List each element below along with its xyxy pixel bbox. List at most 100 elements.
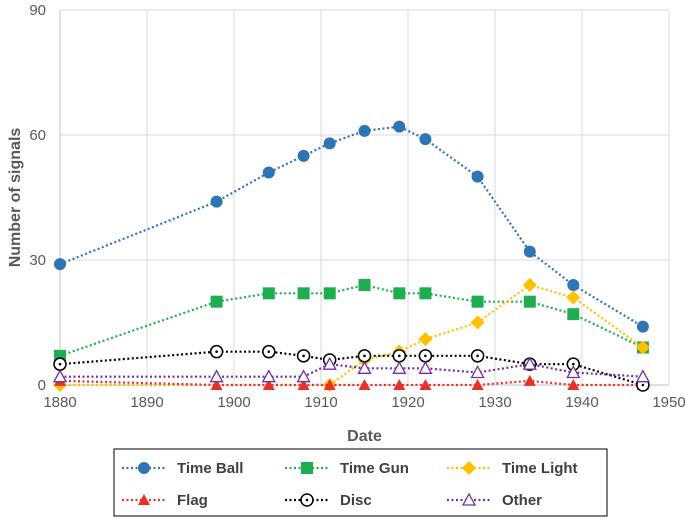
data-point-disc <box>357 349 372 363</box>
legend-label: Time Gun <box>340 460 409 477</box>
x-tick-label: 1880 <box>43 394 76 411</box>
data-point-time-light <box>418 332 433 347</box>
x-tick-label: 1940 <box>565 394 598 411</box>
data-point-flag <box>471 379 484 390</box>
data-point-other <box>522 356 537 370</box>
legend-item-flag: Flag <box>122 492 208 509</box>
series-line-time-light <box>60 283 644 387</box>
data-point-flag <box>262 379 275 390</box>
data-point-time-ball <box>567 279 580 291</box>
data-point-time-ball <box>262 166 275 179</box>
data-point-flag <box>358 379 371 390</box>
data-point-time-ball <box>471 170 484 183</box>
x-tick-label: 1900 <box>217 394 250 411</box>
data-point-time-ball <box>419 133 432 146</box>
series-line-other <box>60 363 643 378</box>
data-point-time-gun <box>358 279 371 291</box>
data-point-time-gun <box>419 287 432 300</box>
data-point-time-light <box>566 290 581 305</box>
series-flag <box>54 374 649 390</box>
data-point-disc <box>296 349 311 363</box>
legend-marker <box>462 461 476 475</box>
legend-label: Disc <box>340 492 372 509</box>
data-point-disc <box>566 357 581 371</box>
legend-label: Other <box>502 492 542 509</box>
data-point-flag <box>393 379 406 390</box>
data-point-time-gun <box>523 295 536 308</box>
data-point-flag <box>567 379 580 390</box>
legend-label: Time Light <box>502 460 578 477</box>
data-point-time-ball <box>523 245 536 258</box>
y-tick-label: 90 <box>29 2 46 19</box>
y-tick-label: 60 <box>29 127 46 144</box>
series-other <box>52 356 650 383</box>
data-point-other <box>296 369 311 383</box>
data-point-other <box>261 369 276 383</box>
data-point-flag <box>323 379 336 390</box>
data-point-time-ball <box>636 320 649 333</box>
x-axis-title: Date <box>347 428 382 445</box>
data-point-flag <box>419 379 432 390</box>
y-tick-label: 30 <box>29 252 46 269</box>
legend-item-time-ball: Time Ball <box>122 460 243 477</box>
series-group <box>52 120 650 392</box>
data-point-other <box>566 365 581 379</box>
gridlines <box>59 9 670 386</box>
legend-item-time-light: Time Light <box>447 460 578 477</box>
series-time-gun <box>54 279 649 362</box>
legend-label: Time Ball <box>177 460 243 477</box>
x-tick-label: 1950 <box>652 394 685 411</box>
data-point-disc <box>209 344 224 359</box>
legend-item-time-gun: Time Gun <box>285 460 409 477</box>
data-point-other <box>392 360 407 374</box>
x-tick-label: 1910 <box>304 394 337 411</box>
series-time-ball <box>54 120 649 333</box>
data-point-time-ball <box>210 195 223 208</box>
x-tick-label: 1920 <box>391 394 424 411</box>
legend-label: Flag <box>177 492 208 509</box>
data-point-time-gun <box>262 287 275 300</box>
data-point-disc <box>470 349 485 363</box>
axes <box>59 10 669 386</box>
y-axis-title: Number of signals <box>7 128 24 268</box>
data-point-other <box>357 360 372 374</box>
data-point-time-ball <box>358 124 371 137</box>
data-point-disc <box>392 349 407 363</box>
y-tick-label: 0 <box>38 377 46 394</box>
data-point-disc <box>418 349 433 363</box>
legend-marker <box>138 494 150 505</box>
data-point-disc <box>262 344 276 359</box>
data-point-time-light <box>522 278 537 292</box>
x-tick-label: 1930 <box>478 394 511 411</box>
data-point-flag <box>210 379 223 390</box>
legend: Time Ball Time Gun Time Light Flag Disc Other <box>113 448 608 517</box>
legend-item-disc: Disc <box>285 492 372 509</box>
legend-marker <box>461 492 477 506</box>
data-point-flag <box>297 379 310 390</box>
data-point-other <box>418 360 433 374</box>
data-point-flag <box>523 374 536 386</box>
tick-labels: 1880 1890 1900 1910 1920 1930 1940 1950 0 30 60 90 <box>29 2 685 411</box>
legend-marker <box>300 493 314 507</box>
data-point-time-gun <box>323 287 336 300</box>
series-time-light <box>53 278 650 392</box>
data-point-time-light <box>635 340 650 355</box>
series-line-time-gun <box>59 283 644 357</box>
data-point-time-light <box>470 315 485 330</box>
data-point-time-ball <box>393 120 406 133</box>
legend-marker <box>301 462 313 474</box>
data-point-time-ball <box>323 137 336 150</box>
data-point-time-gun <box>471 295 484 308</box>
data-point-time-gun <box>567 308 580 321</box>
data-point-time-ball <box>297 149 310 162</box>
legend-marker <box>138 462 150 474</box>
data-point-other <box>470 365 485 379</box>
data-point-other <box>52 369 68 383</box>
data-point-time-ball <box>54 258 66 271</box>
legend-box <box>113 448 608 517</box>
data-point-time-gun <box>393 287 406 300</box>
data-point-time-gun <box>210 295 223 308</box>
data-point-disc <box>53 357 67 371</box>
x-tick-label: 1890 <box>130 394 163 411</box>
